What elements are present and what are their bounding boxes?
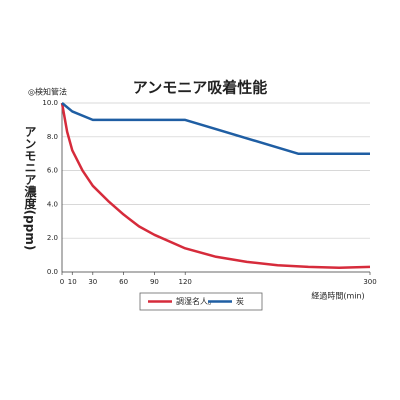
y-tick-label: 4.0 <box>47 200 58 208</box>
line-series <box>60 102 371 270</box>
line-series <box>61 102 370 155</box>
note: ◎検知管法 <box>28 87 67 97</box>
y-tick-label: 6.0 <box>47 167 58 175</box>
legend-label: 調湿名人。 <box>176 296 216 306</box>
legend-label: 炭 <box>236 297 244 306</box>
x-tick-label: 120 <box>179 278 192 286</box>
x-axis-label: 経過時間(min) <box>311 291 364 301</box>
y-tick-label: 8.0 <box>47 133 58 141</box>
y-tick-label: 10.0 <box>42 99 58 107</box>
y-axis-label: アンモニア濃度(ppm) <box>23 126 37 251</box>
y-tick-label: 2.0 <box>47 234 58 242</box>
legend-box <box>139 292 263 311</box>
x-tick-label: 10 <box>68 278 77 286</box>
x-tick-label: 30 <box>88 278 97 286</box>
x-tick-label: 60 <box>119 278 128 286</box>
chart-title: アンモニア吸着性能 <box>133 79 267 97</box>
y-tick-label: 0.0 <box>47 268 58 276</box>
x-tick-label: 300 <box>363 278 376 286</box>
x-tick-label: 0 <box>60 278 64 286</box>
x-tick-label: 90 <box>150 278 159 286</box>
